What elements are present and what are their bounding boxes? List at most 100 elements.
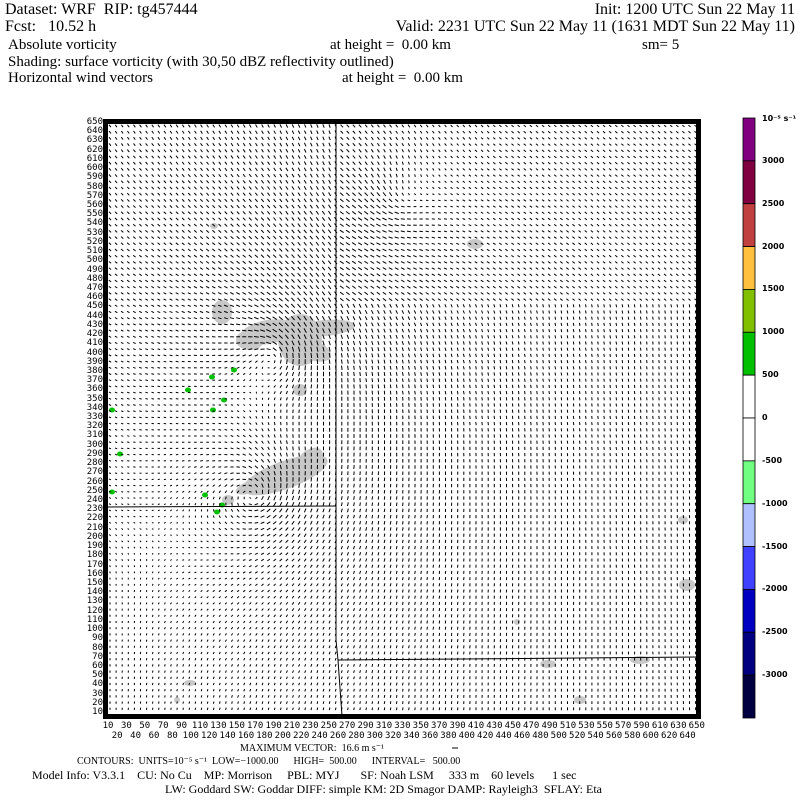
vorticity-shade-region [235,479,265,495]
y-tick-label: 510 [86,246,103,257]
x-tick-label: 10 [102,721,114,731]
x-tick-label: 180 [256,731,273,741]
colorbar-label: -2500 [762,627,788,637]
y-tick-label: 600 [86,163,103,174]
positive-vorticity-spot [185,387,191,393]
y-tick-label: 40 [92,679,103,690]
vorticity-shade-region [174,697,180,703]
smoothing: sm= 5 [642,37,680,53]
x-tick-label: 50 [139,721,151,731]
y-tick-label: 560 [86,199,103,210]
vorticity-shading [109,223,695,704]
x-tick-label: 560 [605,731,623,741]
x-tick-label: 370 [431,721,448,731]
x-tick-label: 570 [615,721,632,731]
x-tick-label: 160 [237,731,255,741]
y-tick-label: 370 [86,375,103,386]
x-tick-label: 130 [210,721,227,731]
x-tick-label: 390 [449,721,466,731]
x-tick-label: 280 [348,731,365,741]
x-tick-label: 620 [661,731,678,741]
vorticity-shade-region [184,680,196,686]
y-tick-label: 400 [86,347,103,358]
x-tick-label: 550 [596,721,613,731]
x-tick-label: 70 [157,721,169,731]
wind-vectors [108,124,698,711]
y-tick-label: 320 [86,421,103,432]
x-tick-label: 380 [440,731,457,741]
y-tick-label: 420 [86,329,103,340]
vorticity-shade-region [236,330,264,350]
x-tick-label: 270 [339,721,356,731]
y-tick-label: 540 [86,218,103,229]
y-tick-label: 180 [86,550,103,561]
colorbar-segment [742,160,756,205]
y-tick-label: 480 [86,273,103,284]
x-tick-label: 140 [219,731,236,741]
y-tick-label: 500 [86,255,103,266]
colorbar-units: 10⁻⁵ s⁻¹ [762,114,797,123]
y-tick-label: 80 [92,642,103,653]
y-tick-label: 60 [92,660,103,671]
x-tick-label: 220 [293,731,310,741]
field-height: at height = 0.00 km [330,37,451,53]
y-tick-label: 240 [86,495,103,506]
x-tick-label: 100 [182,731,199,741]
colorbar-label: -3000 [762,670,788,680]
y-tick-label: 220 [86,513,103,524]
y-tick-label: 300 [86,439,103,450]
colorbar-segment [742,289,756,333]
x-tick-label: 320 [385,731,402,741]
forecast-hour: Fcst: 10.52 h [5,18,97,35]
colorbar-segment [742,331,756,376]
x-tick-label: 90 [176,721,188,731]
dataset-label: Dataset: WRF RIP: tg457444 [5,1,198,18]
y-tick-label: 630 [86,135,103,146]
colorbar-segment [742,417,756,462]
x-tick-label: 400 [458,731,475,741]
x-tick-label: 410 [467,721,485,731]
y-tick-label: 620 [86,144,103,155]
vorticity-shade-region [293,384,307,396]
x-tick-label: 350 [412,721,429,731]
x-tick-label: 490 [541,721,558,731]
colorbar-segment [742,117,756,162]
positive-vorticity-spot [117,451,123,457]
y-tick-label: 100 [86,624,103,635]
x-tick-label: 210 [283,721,301,731]
x-tick-label: 470 [523,721,540,731]
y-tick-label: 380 [86,365,103,376]
colorbar-label: 500 [762,370,779,380]
y-tick-label: 150 [86,578,103,588]
x-tick-label: 590 [633,721,650,731]
y-tick-label: 130 [86,596,103,607]
y-tick-label: 390 [86,356,103,367]
colorbar-label: 2500 [762,198,785,208]
y-tick-label: 110 [86,614,103,625]
positive-vorticity-spot [221,397,227,403]
colorbar-label: 3000 [762,155,785,165]
y-tick-label: 160 [86,568,103,579]
y-tick-label: 340 [86,402,103,413]
y-tick-label: 310 [86,430,103,441]
positive-vorticity-spot [214,509,220,515]
x-tick-label: 20 [111,731,123,741]
x-tick-label: 430 [486,721,503,731]
colorbar-label: 0 [762,413,768,422]
colorbar-label: -500 [762,455,783,465]
x-tick-label: 330 [394,721,411,731]
x-tick-label: 510 [559,721,577,731]
y-tick-label: 460 [86,292,103,303]
y-tick-label: 520 [86,236,103,247]
colorbar-segment [742,674,756,719]
y-tick-label: 90 [92,633,103,644]
vorticity-shade-region [574,696,586,704]
y-tick-label: 120 [86,605,103,616]
x-tick-label: 300 [366,731,383,741]
y-tick-label: 570 [86,190,103,201]
y-tick-label: 210 [86,522,103,533]
colorbar-segment [742,246,756,290]
init-time: Init: 1200 UTC Sun 22 May 11 [594,1,795,18]
positive-vorticity-spot [210,407,216,413]
